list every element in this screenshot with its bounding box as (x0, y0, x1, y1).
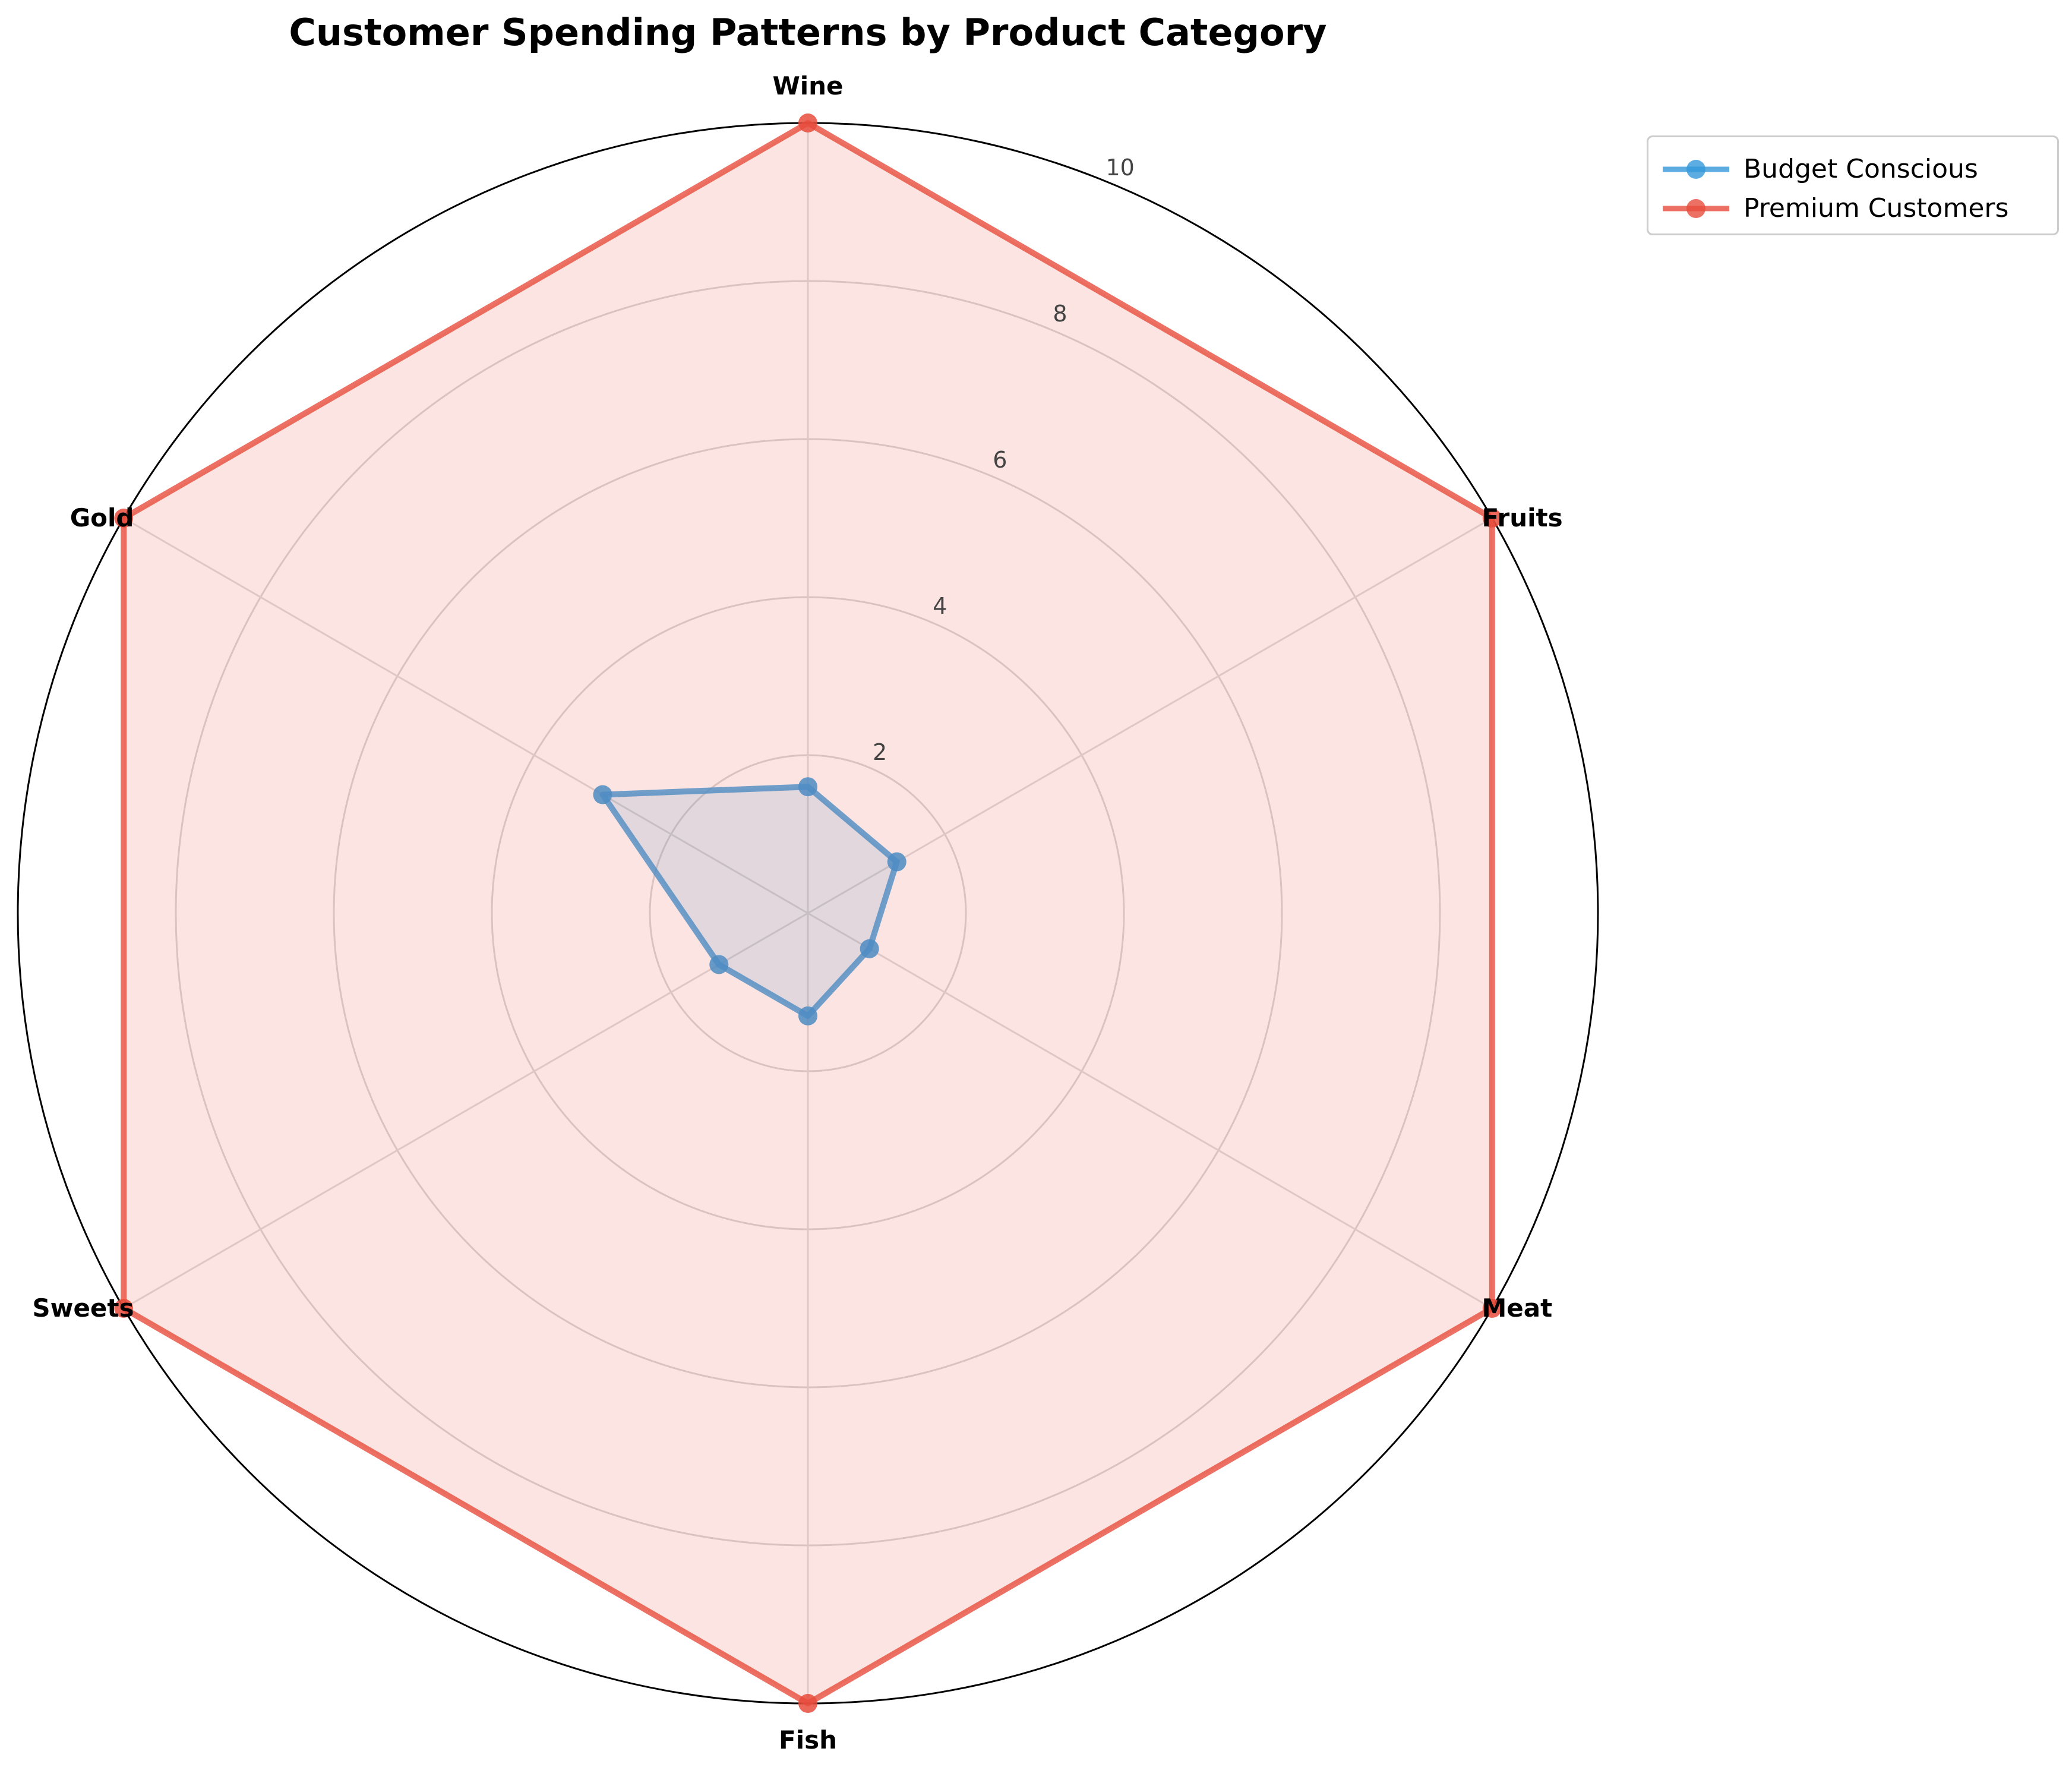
data-point (798, 1694, 817, 1713)
legend-label-premium: Premium Customers (1743, 193, 2009, 223)
data-point (114, 509, 134, 528)
legend: Budget Conscious Premium Customers (1647, 135, 2059, 235)
grid-layer (17, 122, 1599, 1705)
data-point (860, 939, 879, 958)
data-point (798, 1006, 817, 1026)
category-label: Gold (70, 503, 134, 532)
data-point (798, 113, 817, 132)
series-fill (602, 787, 897, 1016)
spoke-line (123, 912, 808, 1310)
category-label: Fish (779, 1725, 837, 1755)
radial-tick-label: 2 (873, 739, 887, 765)
label-layer: 2 4 6 8 10 Wine Fruits Meat Fish Sweets Gold (32, 71, 1562, 1755)
data-point (709, 955, 729, 974)
legend-swatch-premium (1663, 199, 1729, 218)
legend-swatch-budget (1663, 160, 1729, 179)
spoke-line (807, 517, 1493, 914)
data-point (114, 1299, 134, 1318)
data-point (798, 777, 817, 797)
series-fill (124, 123, 1492, 1703)
radial-tick-label: 4 (933, 593, 947, 619)
spoke-line (123, 517, 808, 914)
category-label: Wine (772, 71, 843, 100)
data-point (593, 785, 612, 804)
legend-label-budget: Budget Conscious (1743, 154, 1978, 184)
category-label: Fruits (1482, 503, 1562, 532)
radial-tick-label: 6 (993, 447, 1007, 473)
radial-tick-label: 10 (1106, 154, 1134, 181)
series-layer (114, 113, 1502, 1713)
radial-tick-label: 8 (1053, 301, 1067, 327)
data-point (1482, 1299, 1502, 1318)
data-point (887, 852, 907, 872)
spoke-line (807, 912, 1493, 1310)
legend-item-premium: Premium Customers (1648, 191, 2057, 226)
category-label: Meat (1482, 1293, 1552, 1323)
legend-item-budget: Budget Conscious (1648, 152, 2057, 187)
chart-title: Customer Spending Patterns by Product Ca… (289, 11, 1327, 54)
category-label: Sweets (32, 1293, 134, 1323)
data-point (1482, 509, 1502, 528)
